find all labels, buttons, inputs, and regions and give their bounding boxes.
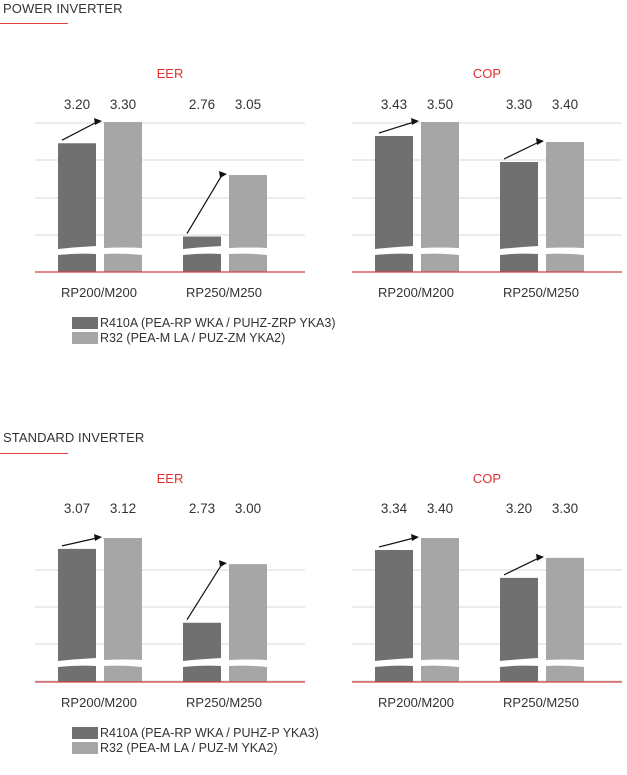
section-title: POWER INVERTER bbox=[3, 1, 123, 16]
data-label: 3.34 bbox=[381, 501, 408, 516]
data-label: 3.12 bbox=[110, 501, 136, 516]
standard-inverter-section: STANDARD INVERTER EER 3.07 3.12 RP200/M200 2… bbox=[0, 410, 627, 775]
bar-base bbox=[183, 665, 221, 682]
data-label: 2.76 bbox=[189, 97, 215, 112]
chart-title: COP bbox=[473, 66, 501, 81]
legend-swatch-light bbox=[72, 332, 98, 344]
trend-arrow bbox=[503, 141, 540, 160]
bar-base bbox=[104, 665, 142, 682]
trend-arrow bbox=[186, 563, 223, 621]
bar-base bbox=[229, 253, 267, 272]
arrow-head bbox=[94, 534, 102, 541]
legend-label: R32 (PEA-M LA / PUZ-M YKA2) bbox=[100, 741, 278, 755]
arrow-head bbox=[219, 560, 227, 568]
data-label: 3.07 bbox=[64, 501, 90, 516]
power-inverter-section: POWER INVERTER EER 3.20 3.30 RP200/M200 2.76… bbox=[0, 0, 627, 370]
arrow-head bbox=[219, 171, 227, 179]
bar-base bbox=[229, 665, 267, 682]
bar bbox=[500, 577, 538, 661]
legend-swatch-dark bbox=[72, 317, 98, 329]
category-label: RP200/M200 bbox=[378, 285, 454, 300]
section-underline bbox=[0, 23, 68, 24]
bar bbox=[375, 549, 413, 661]
bar-base bbox=[546, 253, 584, 272]
bar bbox=[421, 122, 459, 248]
bar bbox=[500, 162, 538, 249]
legend-label: R410A (PEA-RP WKA / PUHZ-P YKA3) bbox=[100, 726, 319, 740]
bar-base bbox=[500, 253, 538, 272]
bar bbox=[58, 143, 96, 249]
bar-base bbox=[546, 665, 584, 682]
data-label: 3.40 bbox=[552, 97, 578, 112]
bar bbox=[229, 564, 267, 660]
standard-eer-chart: EER 3.07 3.12 RP200/M200 2.73 3.00 RP250/M250 bbox=[35, 471, 305, 710]
data-label: 2.73 bbox=[189, 501, 215, 516]
arrow-head bbox=[536, 138, 544, 145]
trend-arrow bbox=[503, 557, 540, 576]
category-label: RP250/M250 bbox=[186, 285, 262, 300]
trend-arrow bbox=[378, 537, 415, 548]
category-label: RP200/M200 bbox=[378, 695, 454, 710]
arrow-head bbox=[411, 118, 419, 125]
bar bbox=[104, 538, 142, 660]
bar bbox=[104, 122, 142, 248]
standard-cop-chart: COP 3.34 3.40 RP200/M200 3.20 3.30 RP250/M250 bbox=[352, 471, 622, 710]
bar-base bbox=[58, 665, 96, 682]
bar-base bbox=[375, 253, 413, 272]
data-label: 3.30 bbox=[506, 97, 532, 112]
data-label: 3.20 bbox=[506, 501, 532, 516]
bar-base bbox=[375, 665, 413, 682]
bar-base bbox=[183, 253, 221, 272]
bar bbox=[546, 557, 584, 660]
arrow-head bbox=[411, 534, 419, 541]
legend-swatch-dark bbox=[72, 727, 98, 739]
bar bbox=[375, 136, 413, 249]
trend-arrow bbox=[378, 121, 415, 134]
category-label: RP250/M250 bbox=[503, 695, 579, 710]
legend-swatch-light bbox=[72, 742, 98, 754]
chart-title: EER bbox=[157, 471, 184, 486]
bar bbox=[421, 538, 459, 660]
data-label: 3.30 bbox=[110, 97, 136, 112]
legend-label: R410A (PEA-RP WKA / PUHZ-ZRP YKA3) bbox=[100, 316, 336, 330]
trend-arrow bbox=[61, 121, 98, 141]
data-label: 3.30 bbox=[552, 501, 578, 516]
trend-arrow bbox=[61, 537, 98, 547]
legend-label: R32 (PEA-M LA / PUZ-ZM YKA2) bbox=[100, 331, 286, 345]
data-label: 3.40 bbox=[427, 501, 453, 516]
bar bbox=[58, 548, 96, 661]
bar-base bbox=[58, 253, 96, 272]
arrow-head bbox=[94, 118, 102, 125]
category-label: RP200/M200 bbox=[61, 695, 137, 710]
bar-base bbox=[500, 665, 538, 682]
category-label: RP250/M250 bbox=[186, 695, 262, 710]
bar-base bbox=[104, 253, 142, 272]
bar-base bbox=[421, 665, 459, 682]
data-label: 3.50 bbox=[427, 97, 453, 112]
bar-base bbox=[421, 253, 459, 272]
section-title: STANDARD INVERTER bbox=[3, 430, 145, 445]
section-underline bbox=[0, 453, 68, 454]
bar bbox=[183, 622, 221, 661]
data-label: 3.43 bbox=[381, 97, 407, 112]
power-eer-chart: EER 3.20 3.30 RP200/M200 2.76 3.05 RP250/M250 bbox=[35, 66, 305, 300]
chart-title: COP bbox=[473, 471, 501, 486]
data-label: 3.00 bbox=[235, 501, 261, 516]
category-label: RP250/M250 bbox=[503, 285, 579, 300]
arrow-head bbox=[536, 553, 544, 561]
chart-title: EER bbox=[157, 66, 184, 81]
bar bbox=[229, 175, 267, 248]
data-label: 3.20 bbox=[64, 97, 90, 112]
category-label: RP200/M200 bbox=[61, 285, 137, 300]
trend-arrow bbox=[186, 174, 223, 234]
data-label: 3.05 bbox=[235, 97, 261, 112]
bar bbox=[546, 142, 584, 248]
bar bbox=[183, 236, 221, 249]
power-cop-chart: COP 3.43 3.50 RP200/M200 3.30 3.40 RP250/M250 bbox=[352, 66, 622, 300]
